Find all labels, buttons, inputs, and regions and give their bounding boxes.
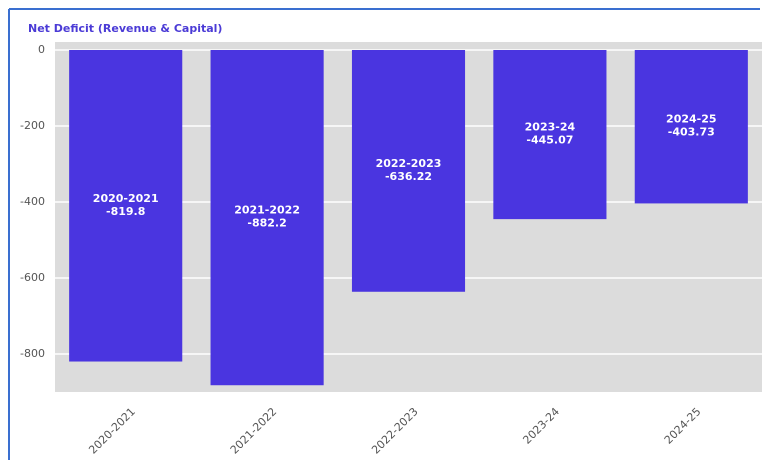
bar-label-category: 2021-2022 xyxy=(234,204,300,217)
bar-label-category: 2022-2023 xyxy=(376,157,442,170)
bar-label-category: 2020-2021 xyxy=(93,192,159,205)
bar xyxy=(493,50,607,220)
y-tick-label: -800 xyxy=(20,347,45,360)
bar-label-value: -445.07 xyxy=(526,134,573,147)
bar-label-value: -636.22 xyxy=(385,170,432,183)
bar xyxy=(351,50,466,292)
bar xyxy=(69,50,183,362)
y-tick-label: -400 xyxy=(20,195,45,208)
bar-label-value: -403.73 xyxy=(668,126,715,139)
y-tick-label: -600 xyxy=(20,271,45,284)
y-tick-label: -200 xyxy=(20,119,45,132)
bar xyxy=(210,50,324,386)
bar-label-category: 2023-24 xyxy=(525,121,576,134)
bar-label-category: 2024-25 xyxy=(666,113,717,126)
y-tick-label: 0 xyxy=(38,43,45,56)
chart-title: Net Deficit (Revenue & Capital) xyxy=(28,22,222,35)
bar-label-value: -882.2 xyxy=(247,217,286,230)
bar xyxy=(634,50,748,204)
bar-label-value: -819.8 xyxy=(106,205,145,218)
